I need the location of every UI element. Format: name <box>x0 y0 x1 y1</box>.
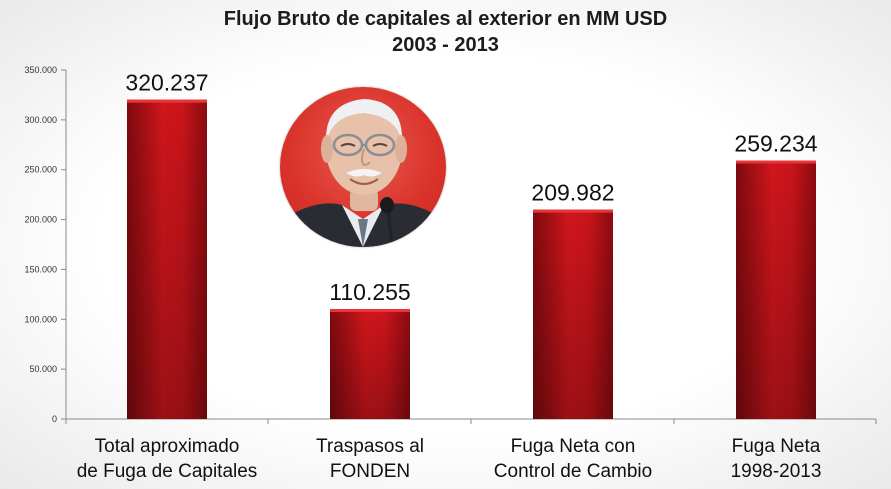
bar-top-edge <box>736 160 816 164</box>
data-label: 320.237 <box>125 70 208 96</box>
y-tick-label: 150.000 <box>24 264 57 274</box>
y-tick-label: 100.000 <box>24 314 57 324</box>
chart-title: Flujo Bruto de capitales al exterior en … <box>223 8 668 30</box>
bar-shade <box>533 209 613 419</box>
portrait-photo-icon <box>280 87 446 247</box>
bar-top-edge <box>330 309 410 313</box>
x-tick-label: Total aproximado <box>95 436 240 457</box>
bar-shade <box>736 160 816 420</box>
data-label: 259.234 <box>734 131 817 157</box>
x-tick-label: Control de Cambio <box>494 461 652 482</box>
labels: 320.237 Total aproximado de Fuga de Capita… <box>77 70 822 482</box>
x-tick-label: Traspasos al <box>316 436 424 457</box>
bar-shade <box>330 309 410 419</box>
y-tick-label: 50.000 <box>29 364 57 374</box>
x-tick-label: 1998-2013 <box>731 461 822 482</box>
data-label: 209.982 <box>531 180 614 206</box>
x-tick-label: Fuga Neta <box>732 436 821 457</box>
bar-top-edge <box>533 209 613 213</box>
y-tick-label: 300.000 <box>24 115 57 125</box>
chart-subtitle: 2003 - 2013 <box>392 34 499 56</box>
x-tick-label: FONDEN <box>330 461 410 482</box>
x-tick-label: Fuga Neta con <box>511 436 636 457</box>
x-tick-label: de Fuga de Capitales <box>77 461 258 482</box>
bar-shade <box>127 99 207 419</box>
y-tick-label: 200.000 <box>24 215 57 225</box>
bars <box>127 99 816 420</box>
bar-top-edge <box>127 99 207 103</box>
y-tick-label: 250.000 <box>24 165 57 175</box>
chart-title-block: Flujo Bruto de capitales al exterior en … <box>0 6 891 58</box>
y-tick-label: 350.000 <box>24 65 57 75</box>
data-label: 110.255 <box>329 279 410 305</box>
y-tick-label: 0 <box>52 414 57 424</box>
